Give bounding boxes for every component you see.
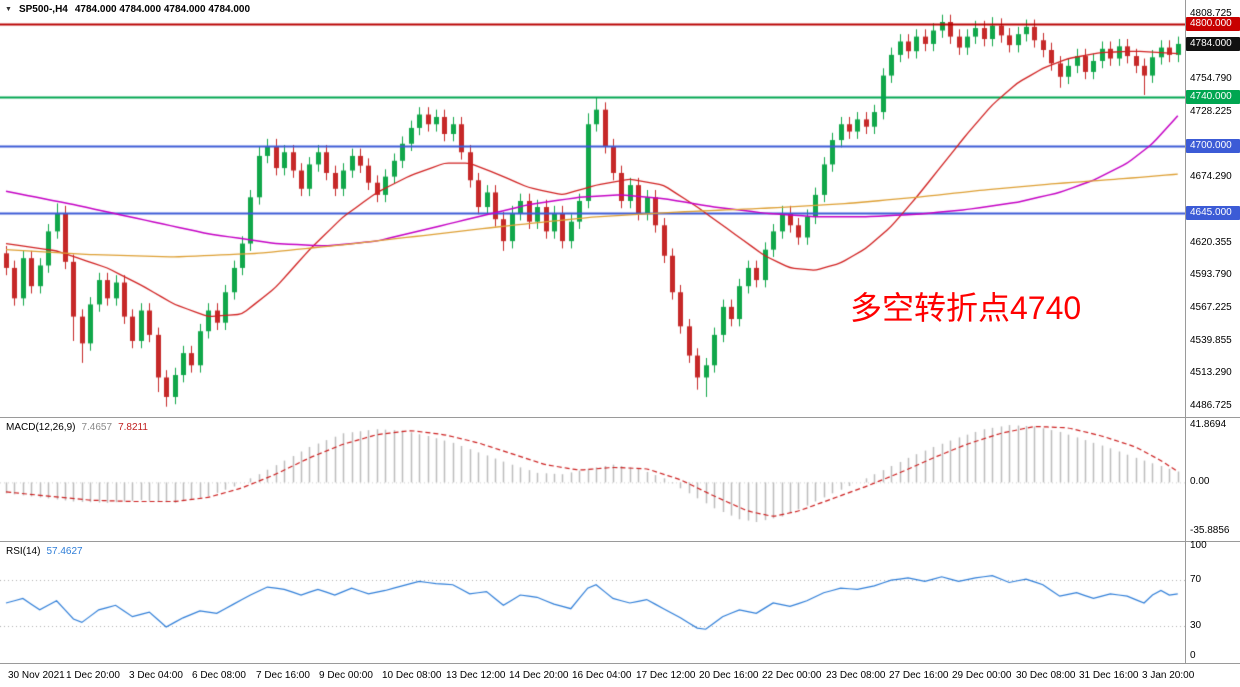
time-axis-label: 30 Dec 08:00 [1016,670,1076,681]
chart-plot-area[interactable] [0,0,1185,663]
price-axis-badge: 4700.000 [1186,139,1240,154]
time-axis-label: 10 Dec 08:00 [382,670,442,681]
price-axis-tick: 4808.725 [1190,7,1232,19]
price-axis-tick: 4754.790 [1190,73,1232,85]
time-axis[interactable]: 30 Nov 2021 1 Dec 20:00 3 Dec 04:00 6 Dec 0… [0,664,1240,687]
price-axis-badge: 4800.000 [1186,17,1240,32]
panel-divider-time [0,663,1240,664]
time-axis-label: 20 Dec 16:00 [699,670,759,681]
time-axis-label: 9 Dec 00:00 [319,670,373,681]
chart-header: ▼ SP500-,H4 4784.000 4784.000 4784.000 4… [5,4,250,15]
rsi-value: 57.4627 [46,546,83,557]
time-axis-label: 31 Dec 16:00 [1079,670,1139,681]
time-axis-label: 22 Dec 00:00 [762,670,822,681]
time-axis-label: 17 Dec 12:00 [636,670,696,681]
macd-indicator-label: MACD(12,26,9) 7.4657 7.8211 [6,422,148,433]
price-axis-tick: 4486.725 [1190,399,1232,411]
price-axis-divider [1185,0,1186,663]
price-axis-tick: 4539.855 [1190,335,1232,347]
rsi-indicator-label: RSI(14) 57.4627 [6,546,83,557]
time-axis-label: 13 Dec 12:00 [446,670,506,681]
rsi-axis-tick: 0 [1190,650,1196,661]
time-axis-label: 14 Dec 20:00 [509,670,569,681]
rsi-axis-tick: 100 [1190,540,1207,551]
price-axis-tick: 4620.355 [1190,237,1232,249]
price-axis-tick: 4674.290 [1190,171,1232,183]
panel-divider-macd[interactable] [0,417,1240,418]
macd-name: MACD(12,26,9) [6,422,76,433]
price-axis-badge: 4784.000 [1186,36,1240,51]
rsi-name: RSI(14) [6,546,41,557]
price-axis-badge: 4740.000 [1186,90,1240,105]
rsi-axis-tick: 30 [1190,619,1202,631]
time-axis-label: 27 Dec 16:00 [889,670,949,681]
price-axis-badge: 4645.000 [1186,206,1240,221]
macd-axis-tick: 41.8694 [1190,419,1227,431]
macd-axis-tick: 0.00 [1190,476,1210,488]
time-axis-label: 7 Dec 16:00 [256,670,310,681]
collapse-triangle-icon[interactable]: ▼ [5,6,12,13]
panel-divider-rsi[interactable] [0,541,1240,542]
time-axis-label: 3 Dec 04:00 [129,670,183,681]
time-axis-label: 30 Nov 2021 [8,670,65,681]
price-axis-tick: 4593.790 [1190,269,1232,281]
time-axis-label: 16 Dec 04:00 [572,670,632,681]
time-axis-label: 3 Jan 20:00 [1142,670,1195,681]
price-axis-tick: 4567.225 [1190,301,1232,313]
macd-signal-value: 7.8211 [118,422,148,433]
chart-annotation[interactable]: 多空转折点4740 [850,290,1082,326]
time-axis-label: 6 Dec 08:00 [192,670,246,681]
price-axis-tick: 4513.290 [1190,367,1232,379]
rsi-axis-tick: 70 [1190,574,1202,586]
time-axis-label: 1 Dec 20:00 [66,670,120,681]
macd-main-value: 7.4657 [81,422,113,433]
price-axis[interactable]: 4808.725 4754.790 4728.225 4674.290 4620.355… [1186,0,1240,663]
time-axis-label: 23 Dec 08:00 [826,670,886,681]
symbol-timeframe-label: SP500-,H4 [18,4,68,15]
time-axis-label: 29 Dec 00:00 [952,670,1012,681]
macd-axis-tick: -35.8856 [1190,525,1230,537]
ohlc-values: 4784.000 4784.000 4784.000 4784.000 [74,4,251,15]
price-axis-tick: 4728.225 [1190,105,1232,117]
